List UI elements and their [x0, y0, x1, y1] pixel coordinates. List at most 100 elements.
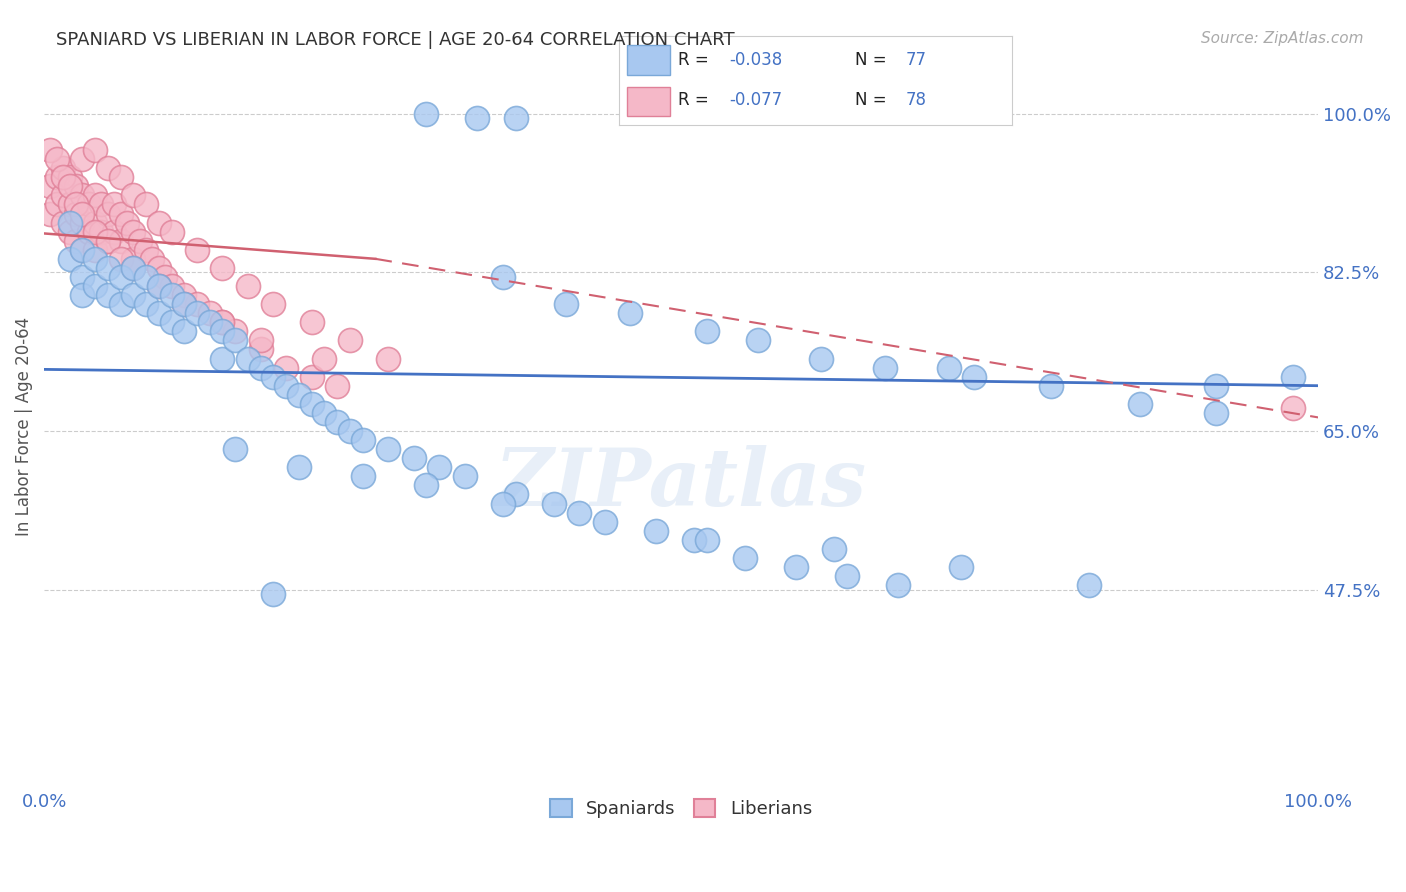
Text: R =: R = [678, 51, 714, 70]
Point [963, 369, 986, 384]
Point [301, 315, 323, 329]
Point [288, 460, 311, 475]
Point [45, 152, 67, 166]
Point [84, 243, 107, 257]
Point [224, 324, 246, 338]
Point [103, 197, 125, 211]
Point [314, 351, 336, 366]
Point [110, 170, 132, 185]
Point [211, 324, 233, 338]
Text: N =: N = [855, 91, 891, 110]
Point [65, 234, 87, 248]
Point [427, 460, 450, 475]
Point [97, 234, 120, 248]
Point [52, 161, 75, 176]
Point [103, 225, 125, 239]
Text: -0.077: -0.077 [728, 91, 782, 110]
Point [224, 334, 246, 348]
Point [135, 243, 157, 257]
Text: N =: N = [855, 51, 891, 70]
Point [110, 206, 132, 220]
Point [326, 378, 349, 392]
Y-axis label: In Labor Force | Age 20-64: In Labor Force | Age 20-64 [15, 317, 32, 536]
Point [141, 252, 163, 266]
Point [683, 533, 706, 547]
Point [1077, 578, 1099, 592]
Point [39, 206, 62, 220]
Point [1205, 378, 1227, 392]
Point [236, 279, 259, 293]
Point [377, 351, 399, 366]
Point [90, 225, 112, 239]
Point [52, 216, 75, 230]
Point [873, 360, 896, 375]
Point [543, 496, 565, 510]
Point [58, 197, 80, 211]
Point [593, 515, 616, 529]
Point [122, 188, 145, 202]
Point [45, 170, 67, 185]
Point [160, 315, 183, 329]
Point [90, 197, 112, 211]
Point [173, 297, 195, 311]
Point [886, 578, 908, 592]
Point [148, 279, 170, 293]
Point [505, 112, 527, 126]
Point [262, 369, 284, 384]
Point [72, 216, 94, 230]
Point [122, 260, 145, 275]
Point [77, 197, 100, 211]
Point [160, 288, 183, 302]
Point [734, 550, 756, 565]
Point [211, 315, 233, 329]
Point [249, 360, 271, 375]
Point [122, 225, 145, 239]
Point [72, 269, 94, 284]
Point [568, 506, 591, 520]
Point [301, 397, 323, 411]
FancyBboxPatch shape [627, 45, 669, 75]
Text: R =: R = [678, 91, 714, 110]
Point [352, 433, 374, 447]
Point [110, 252, 132, 266]
Point [97, 161, 120, 176]
Point [97, 260, 120, 275]
Point [377, 442, 399, 457]
Point [72, 152, 94, 166]
Point [122, 288, 145, 302]
Point [224, 442, 246, 457]
Point [65, 206, 87, 220]
Point [173, 324, 195, 338]
Point [122, 260, 145, 275]
Point [160, 279, 183, 293]
Point [186, 297, 208, 311]
Text: ZIPatlas: ZIPatlas [495, 445, 868, 523]
Point [72, 188, 94, 202]
Point [84, 216, 107, 230]
Point [39, 143, 62, 157]
Point [72, 243, 94, 257]
Point [84, 143, 107, 157]
Point [415, 107, 437, 121]
Point [52, 188, 75, 202]
Point [492, 496, 515, 510]
Point [785, 560, 807, 574]
Point [45, 197, 67, 211]
Point [453, 469, 475, 483]
Point [1281, 369, 1303, 384]
Point [1205, 406, 1227, 420]
Point [696, 533, 718, 547]
Point [249, 343, 271, 357]
Point [415, 478, 437, 492]
Text: -0.038: -0.038 [728, 51, 782, 70]
Legend: Spaniards, Liberians: Spaniards, Liberians [543, 792, 820, 825]
Point [84, 188, 107, 202]
Point [326, 415, 349, 429]
Point [1281, 401, 1303, 416]
Point [262, 587, 284, 601]
Point [747, 334, 769, 348]
Point [835, 569, 858, 583]
Point [58, 179, 80, 194]
Point [186, 243, 208, 257]
Point [198, 306, 221, 320]
